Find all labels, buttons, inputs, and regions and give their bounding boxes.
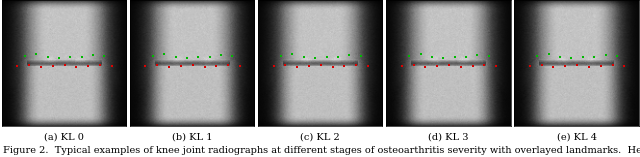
Point [456,66,466,68]
Point [427,55,437,58]
Point [77,55,87,58]
Point [363,65,373,68]
Point [566,57,577,60]
Point [438,57,449,60]
Point [31,52,42,55]
Point [269,65,279,68]
Point [316,64,326,66]
Point [548,66,559,68]
Point [159,52,170,55]
Point [420,66,431,68]
Text: (a) KL 0: (a) KL 0 [44,132,84,141]
Point [408,64,419,66]
Point [140,65,150,68]
Point [152,64,163,66]
Point [47,65,58,68]
Point [612,54,622,57]
Point [164,66,174,68]
Text: (e) KL 4: (e) KL 4 [557,132,596,141]
Point [280,64,291,66]
Point [333,55,343,58]
Point [20,54,30,57]
Point [449,56,460,59]
Point [176,65,186,68]
Point [572,64,582,66]
Point [321,56,332,59]
Text: (d) KL 3: (d) KL 3 [428,132,468,141]
Point [467,65,477,68]
Point [205,55,215,58]
Point [24,64,35,66]
Point [65,56,76,59]
Point [484,54,494,57]
Point [525,65,535,68]
Point [479,64,490,66]
Point [536,64,547,66]
Point [107,65,117,68]
Point [292,66,302,68]
Text: Figure 2.  Typical examples of knee joint radiographs at different stages of ost: Figure 2. Typical examples of knee joint… [3,146,640,155]
Point [83,65,93,68]
Point [200,66,210,68]
Point [584,66,594,68]
Point [532,54,543,57]
Point [42,55,52,58]
Point [310,57,320,60]
Point [148,54,158,57]
Point [211,65,221,68]
Point [578,56,588,59]
Point [54,57,64,60]
Point [88,53,98,56]
Point [620,65,630,68]
Point [235,65,245,68]
Point [12,65,22,68]
Point [397,65,407,68]
Point [344,53,355,56]
Point [36,66,46,68]
Point [95,64,105,66]
Point [461,55,471,58]
Point [339,65,349,68]
Point [287,52,298,55]
Point [589,55,599,58]
Point [216,53,226,56]
Point [472,53,483,56]
Point [351,64,362,66]
Point [170,55,180,58]
Point [99,54,109,57]
Point [543,52,554,55]
Point [355,54,365,57]
Point [600,53,611,56]
Point [193,56,204,59]
Point [71,66,81,68]
Point [299,55,309,58]
Point [328,66,338,68]
Point [188,64,198,66]
Point [227,54,237,57]
Point [607,64,618,66]
Point [560,65,570,68]
Point [444,64,454,66]
Point [276,54,286,57]
Point [596,65,606,68]
Point [432,65,442,68]
Text: (c) KL 2: (c) KL 2 [300,132,340,141]
Point [404,54,414,57]
Point [491,65,501,68]
Point [182,57,192,60]
Text: (b) KL 1: (b) KL 1 [172,132,212,141]
Point [223,64,233,66]
Point [304,65,314,68]
Point [60,64,70,66]
Point [415,52,426,55]
Point [555,55,565,58]
